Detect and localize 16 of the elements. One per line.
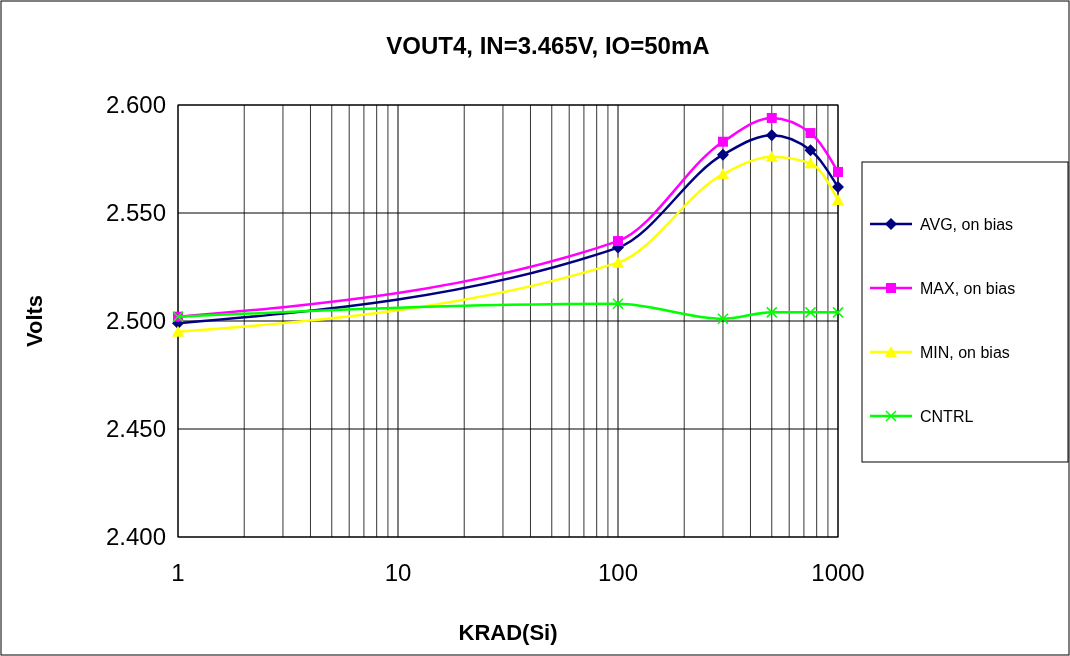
y-tick-label: 2.500 bbox=[105, 307, 166, 335]
x-tick-label: 1000 bbox=[811, 559, 865, 586]
y-tick-label: 2.600 bbox=[105, 91, 166, 119]
legend-label: AVG, on bias bbox=[920, 215, 1014, 233]
x-axis-title: KRAD(Si) bbox=[458, 620, 558, 645]
y-tick-label: 2.450 bbox=[105, 415, 166, 443]
legend-label: MAX, on bias bbox=[920, 279, 1016, 297]
legend-label: CNTRL bbox=[920, 407, 974, 425]
chart-title: VOUT4, IN=3.465V, IO=50mA bbox=[386, 32, 710, 59]
x-tick-label: 1 bbox=[171, 559, 185, 586]
legend-label: MIN, on bias bbox=[920, 343, 1010, 361]
x-tick-label: 10 bbox=[384, 559, 412, 586]
y-axis-title: Volts bbox=[22, 294, 47, 348]
x-tick-label: 100 bbox=[597, 559, 639, 586]
y-tick-label: 2.400 bbox=[105, 523, 166, 551]
y-tick-label: 2.550 bbox=[105, 199, 166, 227]
